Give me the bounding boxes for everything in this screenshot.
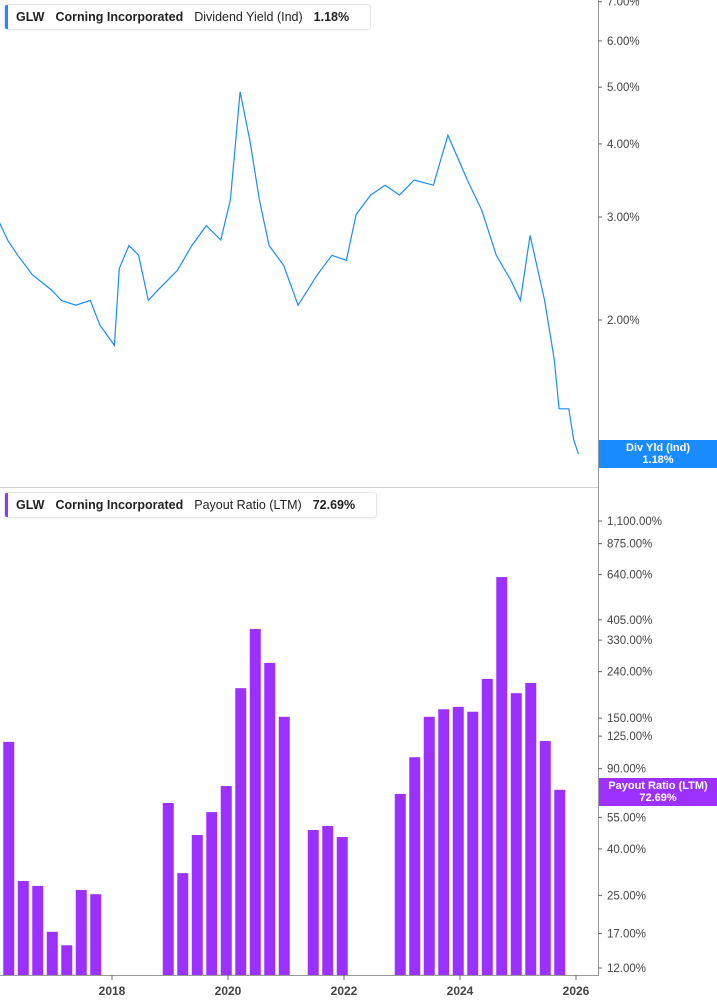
legend-metric: Dividend Yield (Ind): [194, 10, 303, 24]
payout-bar: [90, 894, 102, 975]
y-tick-label: 17.00%: [607, 929, 646, 941]
x-tick-label: 2026: [563, 984, 590, 998]
y-tick-label: 1,100.00%: [607, 516, 662, 528]
payout-ratio-value-tag: Payout Ratio (LTM) 72.69%: [599, 778, 717, 806]
y-tick-label: 240.00%: [607, 667, 652, 679]
payout-bar: [510, 693, 522, 975]
x-tick-label: 2020: [215, 984, 242, 998]
y-tick-label: 25.00%: [607, 890, 646, 902]
y-tick-label: 5.00%: [607, 82, 640, 94]
y-tick-label: 330.00%: [607, 635, 652, 647]
dividend-yield-legend: GLW Corning Incorporated Dividend Yield …: [4, 4, 372, 30]
payout-bar: [177, 873, 189, 975]
y-tick-label: 6.00%: [607, 36, 640, 48]
y-tick-label: 12.00%: [607, 963, 646, 975]
y-tick-label: 2.00%: [607, 315, 640, 327]
payout-bar: [249, 629, 261, 975]
tag-label: Div Yld (Ind): [626, 442, 690, 454]
y-tick-label: 640.00%: [607, 570, 652, 582]
legend-value: 1.18%: [313, 10, 350, 24]
payout-bar: [220, 786, 232, 975]
series-color-swatch: [5, 5, 8, 29]
legend-company: Corning Incorporated: [55, 498, 184, 512]
payout-bar: [409, 757, 421, 975]
payout-bar: [32, 885, 44, 975]
payout-bar: [496, 577, 508, 975]
payout-bar: [206, 812, 218, 975]
payout-bar: [554, 789, 566, 975]
y-tick-label: 405.00%: [607, 615, 652, 627]
tag-value: 1.18%: [642, 454, 674, 466]
legend-metric: Payout Ratio (LTM): [194, 498, 302, 512]
payout-bar: [525, 682, 537, 975]
payout-bar: [423, 716, 435, 975]
payout-bar: [539, 741, 551, 975]
x-tick-label: 2018: [99, 984, 126, 998]
y-tick-label: 4.00%: [607, 139, 640, 151]
y-tick-label: 125.00%: [607, 731, 652, 743]
dividend-yield-value-tag: Div Yld (Ind) 1.18%: [599, 440, 717, 468]
series-color-swatch: [5, 493, 8, 517]
y-tick-label: 90.00%: [607, 764, 646, 776]
y-tick-label: 3.00%: [607, 212, 640, 224]
legend-ticker: GLW: [16, 10, 45, 24]
payout-bar: [17, 881, 29, 975]
y-tick-label: 55.00%: [607, 812, 646, 824]
tag-label: Payout Ratio (LTM): [608, 780, 708, 792]
payout-bar: [452, 706, 464, 975]
payout-bar: [336, 837, 348, 975]
payout-bar: [61, 945, 73, 975]
payout-bar: [322, 826, 334, 975]
x-tick-label: 2024: [447, 984, 474, 998]
legend-ticker: GLW: [16, 498, 45, 512]
y-tick-label: 875.00%: [607, 539, 652, 551]
payout-bar: [394, 793, 406, 975]
payout-bar: [307, 830, 319, 975]
payout-bar: [46, 931, 58, 975]
payout-bar: [162, 803, 174, 975]
legend-company: Corning Incorporated: [55, 10, 184, 24]
y-tick-label: 7.00%: [607, 0, 640, 9]
y-tick-label: 40.00%: [607, 844, 646, 856]
payout-bar: [278, 716, 290, 975]
payout-bar: [75, 889, 87, 975]
payout-bar: [264, 662, 276, 975]
x-tick-label: 2022: [331, 984, 358, 998]
payout-ratio-legend: GLW Corning Incorporated Payout Ratio (L…: [4, 492, 378, 518]
tag-value: 72.69%: [639, 792, 677, 804]
payout-bar: [3, 741, 15, 975]
payout-bar: [467, 711, 479, 975]
legend-value: 72.69%: [312, 498, 356, 512]
dividend-yield-line: [0, 91, 579, 455]
payout-bar: [438, 709, 450, 975]
payout-bar: [481, 678, 493, 975]
payout-bar: [191, 835, 203, 975]
payout-bar: [235, 688, 247, 975]
y-tick-label: 150.00%: [607, 713, 652, 725]
